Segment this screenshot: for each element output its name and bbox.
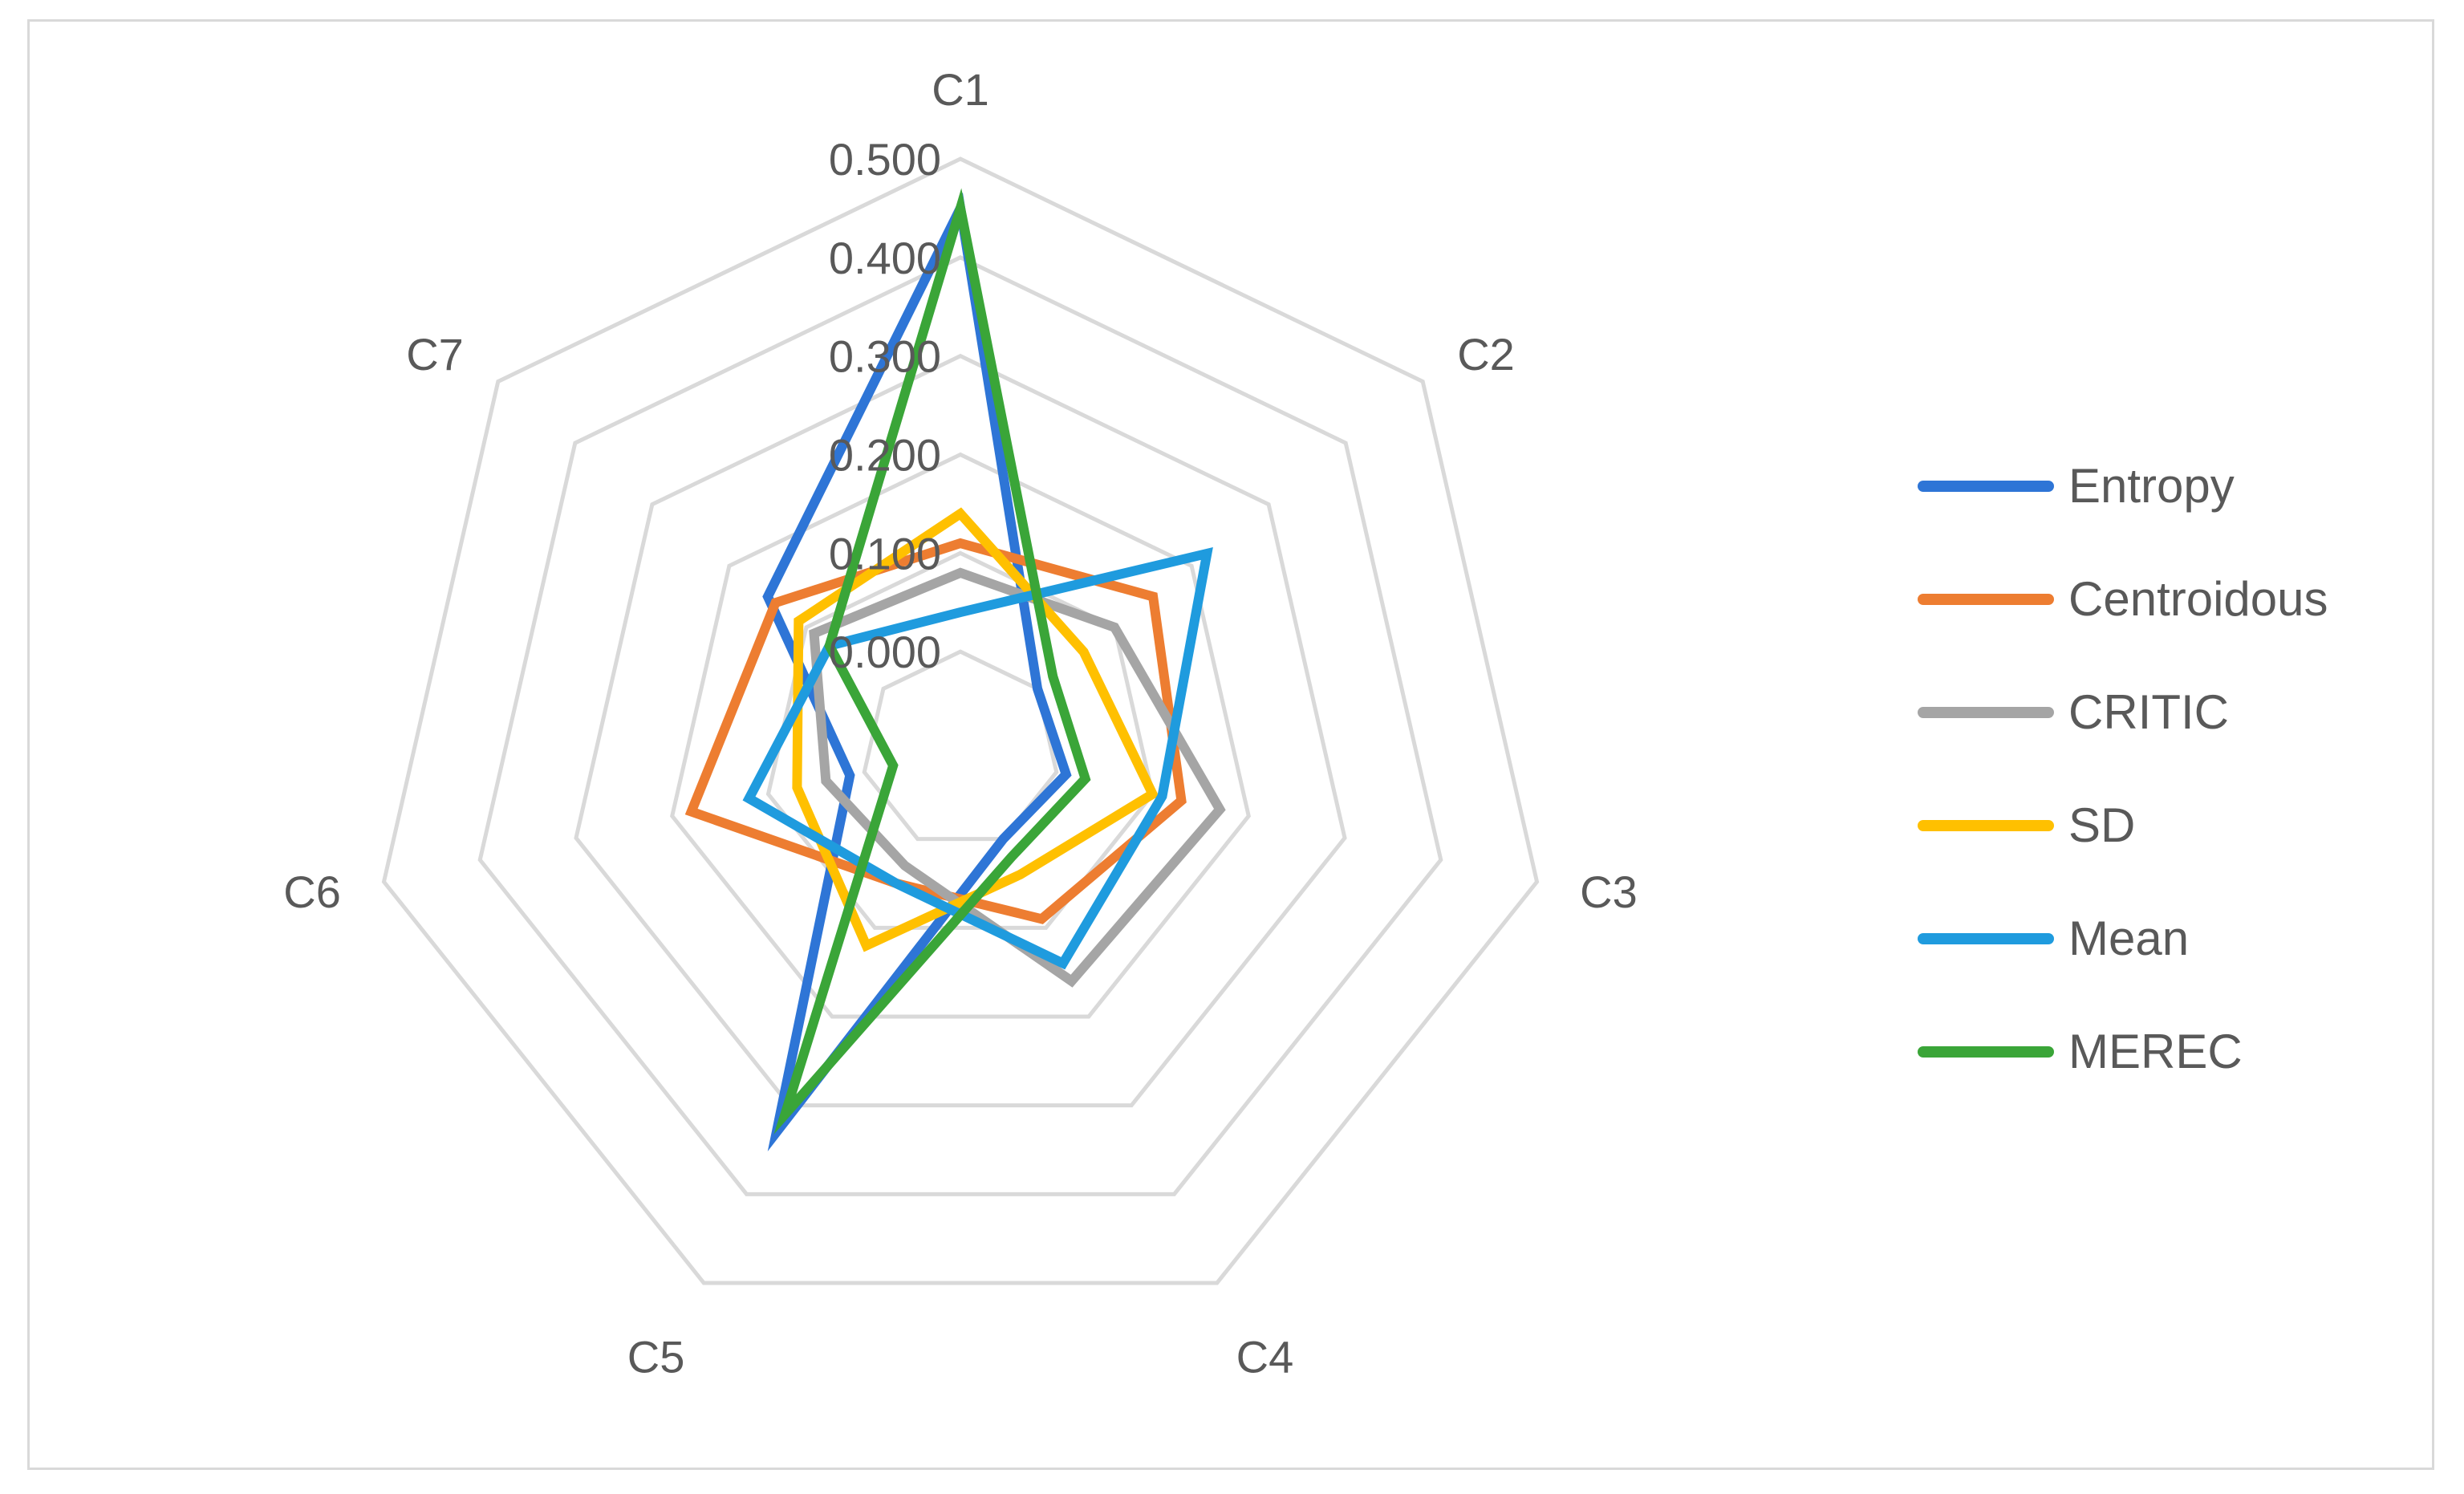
legend-item-merec: MEREC bbox=[1918, 995, 2415, 1108]
legend-item-centroidous: Centroidous bbox=[1918, 542, 2415, 656]
legend-swatch bbox=[1918, 1045, 2054, 1058]
tick-label: 0.300 bbox=[829, 331, 941, 382]
series-line-entropy bbox=[762, 192, 1072, 1152]
legend-label: SD bbox=[2068, 798, 2136, 852]
legend-swatch bbox=[1918, 593, 2054, 605]
grid-ring bbox=[477, 255, 1443, 1196]
tick-label: 0.000 bbox=[829, 627, 941, 677]
tick-label: 0.100 bbox=[829, 528, 941, 579]
axis-label-c1: C1 bbox=[932, 64, 989, 115]
legend-swatch bbox=[1918, 819, 2054, 831]
legend-item-critic: CRITIC bbox=[1918, 656, 2415, 769]
radar-grid bbox=[381, 156, 1540, 1285]
grid-ring bbox=[574, 353, 1347, 1108]
legend-swatch bbox=[1918, 932, 2054, 944]
radial-tick-labels: 0.000 0.100 0.200 0.300 0.400 0.500 bbox=[829, 134, 941, 677]
series-layer bbox=[684, 188, 1226, 1152]
axis-label-c3: C3 bbox=[1580, 867, 1638, 917]
axis-label-c2: C2 bbox=[1457, 329, 1515, 380]
tick-label: 0.400 bbox=[829, 233, 941, 283]
series-line-mean bbox=[742, 546, 1213, 970]
legend-item-entropy: Entropy bbox=[1918, 429, 2415, 542]
legend-label: MEREC bbox=[2068, 1025, 2243, 1078]
axis-label-c4: C4 bbox=[1236, 1332, 1294, 1382]
legend-label: Entropy bbox=[2068, 459, 2235, 513]
axis-label-c7: C7 bbox=[406, 329, 464, 380]
category-axis-labels: C1 C2 C3 C4 C5 C6 C7 bbox=[283, 64, 1637, 1382]
legend-label: Mean bbox=[2068, 911, 2190, 965]
series-line-merec bbox=[773, 188, 1091, 1135]
legend: Entropy Centroidous CRITIC SD Mean MEREC bbox=[1918, 429, 2415, 1108]
tick-label: 0.200 bbox=[829, 430, 941, 481]
legend-item-sd: SD bbox=[1918, 769, 2415, 882]
grid-ring bbox=[381, 156, 1540, 1285]
legend-label: Centroidous bbox=[2068, 572, 2328, 626]
legend-swatch bbox=[1918, 706, 2054, 718]
tick-label: 0.500 bbox=[829, 134, 941, 185]
legend-label: CRITIC bbox=[2068, 685, 2229, 739]
axis-label-c5: C5 bbox=[627, 1332, 685, 1382]
legend-item-mean: Mean bbox=[1918, 882, 2415, 995]
axis-label-c6: C6 bbox=[283, 867, 341, 917]
legend-swatch bbox=[1918, 480, 2054, 492]
